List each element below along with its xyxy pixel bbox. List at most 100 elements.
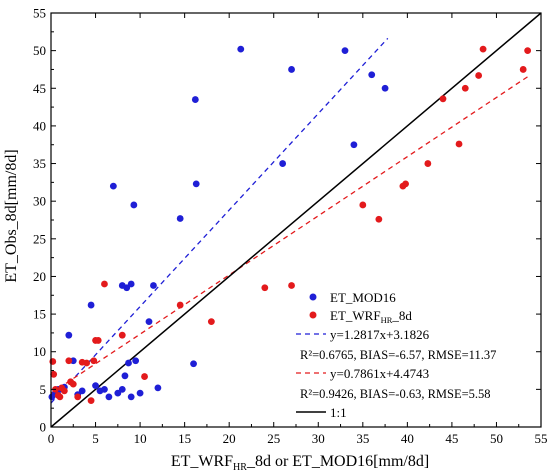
y-tick-label: 45 bbox=[33, 81, 46, 96]
mod16-point bbox=[136, 389, 144, 397]
legend: ET_MOD16 ET_WRFHR_8d y=1.2817x+3.1826 R²… bbox=[296, 290, 496, 420]
y-tick-label: 20 bbox=[33, 269, 46, 284]
wrf-point bbox=[60, 387, 68, 395]
mod16-point bbox=[288, 66, 295, 73]
legend-wrf-fit-label: y=0.7861x+4.4743 bbox=[330, 366, 429, 381]
mod16-point bbox=[350, 141, 358, 149]
y-tick-label: 35 bbox=[33, 156, 46, 171]
legend-mod16-label: ET_MOD16 bbox=[330, 290, 396, 305]
x-tick-label: 20 bbox=[223, 431, 236, 446]
x-tick-label: 10 bbox=[134, 431, 147, 446]
mod16-point bbox=[101, 385, 108, 393]
mod16-point bbox=[237, 45, 245, 53]
y-tick-label: 25 bbox=[33, 231, 46, 246]
x-tick-label: 5 bbox=[92, 431, 99, 446]
mod16-point bbox=[279, 160, 287, 167]
y-tick-label: 30 bbox=[33, 194, 46, 209]
y-tick-label: 50 bbox=[33, 43, 46, 58]
y-tick-label: 0 bbox=[40, 420, 47, 435]
mod16-point bbox=[192, 180, 200, 188]
wrf-point bbox=[101, 280, 108, 288]
x-tick-label: 30 bbox=[312, 431, 325, 446]
mod16-point bbox=[127, 393, 135, 401]
y-tick-label: 10 bbox=[33, 344, 46, 359]
one-to-one-line bbox=[50, 12, 542, 428]
x-tick-label: 0 bbox=[48, 431, 55, 446]
mod16-point bbox=[127, 280, 135, 288]
wrf-point bbox=[207, 318, 215, 326]
wrf-fit-line bbox=[50, 76, 528, 394]
wrf-point bbox=[261, 284, 269, 292]
wrf-point bbox=[176, 301, 184, 309]
mod16-point bbox=[121, 372, 129, 380]
wrf-point bbox=[424, 160, 432, 167]
fit-lines bbox=[50, 12, 542, 428]
mod16-point bbox=[105, 393, 113, 401]
mod16-point bbox=[341, 47, 349, 55]
wrf-point bbox=[65, 357, 73, 365]
mod16-point bbox=[191, 96, 199, 103]
mod16-point bbox=[150, 282, 157, 289]
wrf-point bbox=[402, 180, 409, 188]
wrf-point bbox=[50, 370, 58, 378]
wrf-point bbox=[288, 282, 295, 289]
wrf-point bbox=[94, 337, 102, 344]
y-tick-label: 55 bbox=[33, 6, 46, 21]
x-axis-title: ET_WRFHR_8d or ET_MOD16[mm/8d] bbox=[171, 453, 429, 473]
mod16-point bbox=[130, 201, 138, 209]
mod16-point bbox=[125, 359, 132, 367]
wrf-point bbox=[519, 66, 527, 73]
x-tick-label: 55 bbox=[535, 431, 548, 446]
wrf-point bbox=[69, 380, 77, 388]
mod16-point bbox=[78, 387, 86, 395]
mod16-point bbox=[368, 71, 376, 79]
wrf-point bbox=[359, 201, 367, 209]
wrf-point bbox=[479, 45, 487, 53]
data-points bbox=[48, 45, 532, 405]
x-tick-label: 40 bbox=[401, 431, 414, 446]
mod16-point bbox=[118, 282, 126, 289]
wrf-point bbox=[524, 47, 532, 55]
mod16-point bbox=[92, 382, 99, 389]
mod16-point bbox=[109, 182, 117, 190]
mod16-point bbox=[65, 331, 73, 339]
wrf-point bbox=[461, 84, 469, 92]
wrf-point bbox=[141, 373, 148, 380]
mod16-point bbox=[190, 360, 197, 368]
mod16-point bbox=[381, 84, 389, 92]
y-tick-label: 15 bbox=[33, 307, 46, 322]
legend-wrf-marker bbox=[309, 311, 317, 319]
mod16-point bbox=[87, 301, 95, 309]
axes: 0 5 10 15 20 25 30 35 40 45 50 55 0 5 10 15 20 25 30 35 40 45… bbox=[33, 6, 548, 447]
wrf-point bbox=[475, 72, 483, 79]
legend-wrf-label: ET_WRFHR_8d bbox=[330, 308, 412, 325]
wrf-point bbox=[455, 140, 463, 148]
mod16-point bbox=[114, 389, 122, 397]
wrf-stats-text: R²=0.9426, BIAS=-0.63, RMSE=5.58 bbox=[300, 387, 491, 401]
mod16-point bbox=[145, 318, 153, 326]
legend-one-to-one-label: 1:1 bbox=[330, 405, 347, 420]
mod16-fit-line bbox=[50, 37, 389, 404]
mod16-point bbox=[154, 384, 162, 392]
wrf-point bbox=[90, 357, 98, 365]
wrf-point bbox=[87, 397, 95, 405]
wrf-point bbox=[56, 393, 64, 401]
x-tick-label: 35 bbox=[356, 431, 369, 446]
mod16-point bbox=[132, 357, 140, 365]
mod16-point bbox=[176, 215, 184, 222]
x-tick-label: 25 bbox=[267, 431, 280, 446]
x-tick-label: 50 bbox=[490, 431, 503, 446]
wrf-point bbox=[83, 359, 91, 367]
wrf-point bbox=[74, 393, 82, 401]
wrf-point bbox=[439, 95, 447, 103]
wrf-point bbox=[118, 331, 126, 339]
legend-mod16-fit-label: y=1.2817x+3.1826 bbox=[330, 327, 430, 342]
wrf-point bbox=[375, 215, 383, 223]
legend-mod16-marker bbox=[309, 293, 317, 301]
x-tick-label: 45 bbox=[445, 431, 458, 446]
x-tick-label: 15 bbox=[178, 431, 191, 446]
mod16-point bbox=[118, 385, 126, 393]
mod16-stats-text: R²=0.6765, BIAS=-6.57, RMSE=11.37 bbox=[300, 348, 496, 362]
y-axis-title: ET_Obs_8d[mm/8d] bbox=[3, 149, 20, 282]
